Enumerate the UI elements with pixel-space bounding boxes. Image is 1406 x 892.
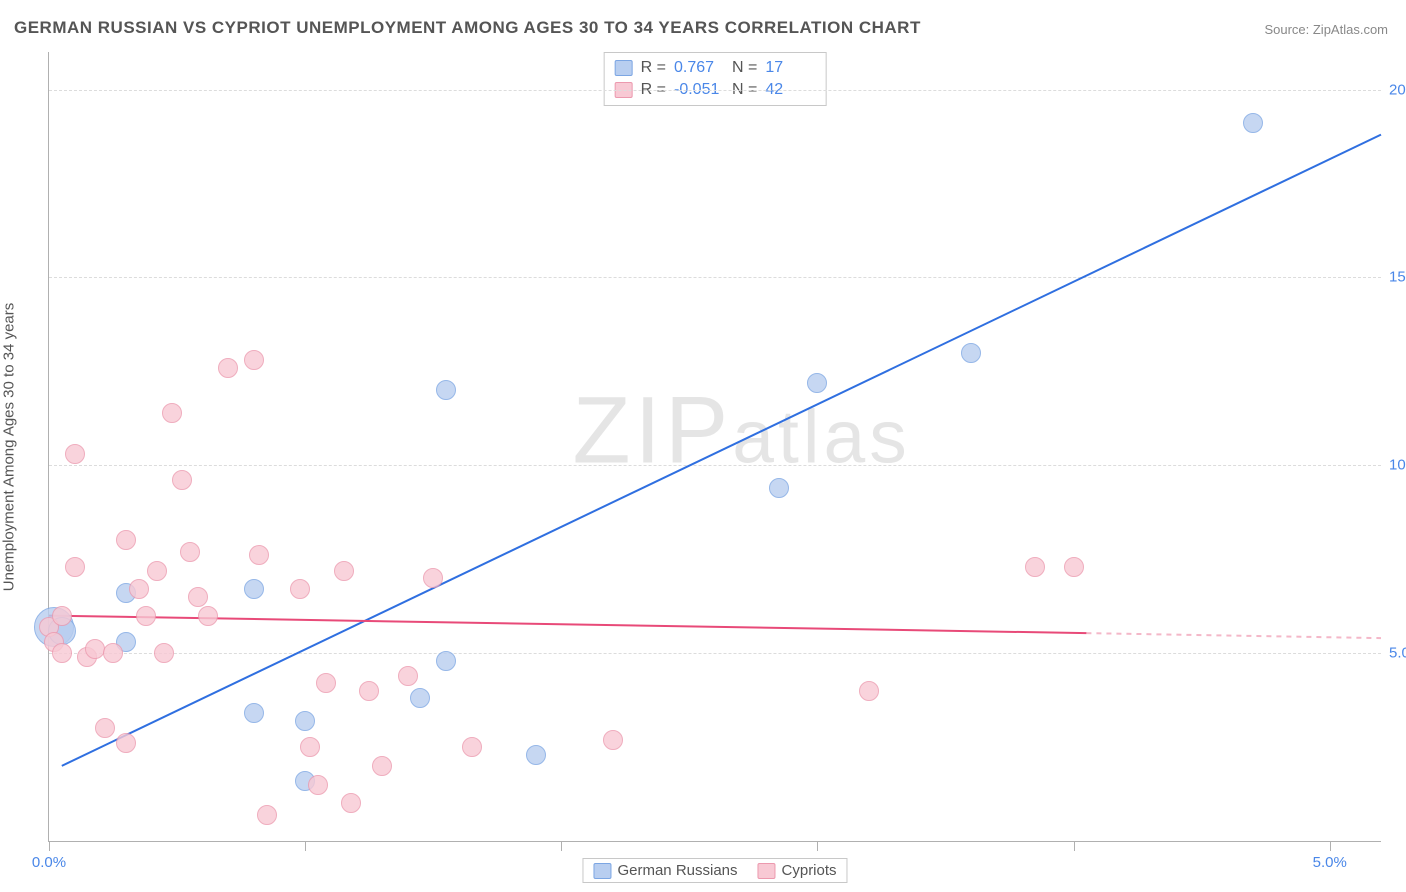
legend-swatch-icon [593,863,611,879]
data-point [423,568,443,588]
data-point [295,711,315,731]
stats-r-label: R = [641,57,666,79]
data-point [526,745,546,765]
data-point [147,561,167,581]
data-point [65,557,85,577]
stats-r-value: 0.767 [674,57,724,79]
legend-swatch-icon [758,863,776,879]
stats-n-label: N = [732,57,757,79]
data-point [188,587,208,607]
data-point [359,681,379,701]
x-tick-label: 0.0% [32,854,66,871]
data-point [769,478,789,498]
data-point [154,643,174,663]
stats-n-value: 17 [765,57,815,79]
data-point [172,470,192,490]
legend-item: Cypriots [758,862,837,879]
data-point [300,737,320,757]
stats-row: R = 0.767 N = 17 [615,57,816,79]
regression-lines [49,52,1381,841]
data-point [244,703,264,723]
gridline [49,90,1381,91]
data-point [410,688,430,708]
gridline [49,277,1381,278]
y-tick-label: 20.0% [1389,81,1406,98]
x-tick [561,841,562,851]
data-point [249,545,269,565]
legend-item: German Russians [593,862,737,879]
data-point [52,606,72,626]
source-attribution: Source: ZipAtlas.com [1264,22,1388,37]
legend-label: German Russians [617,862,737,879]
series-swatch-icon [615,60,633,76]
data-point [52,643,72,663]
data-point [859,681,879,701]
watermark: ZIPatlas [573,376,911,485]
chart-plot-area: Unemployment Among Ages 30 to 34 years Z… [48,52,1381,842]
y-tick-label: 15.0% [1389,269,1406,286]
data-point [1025,557,1045,577]
data-point [257,805,277,825]
x-tick [49,841,50,851]
data-point [180,542,200,562]
chart-title: GERMAN RUSSIAN VS CYPRIOT UNEMPLOYMENT A… [14,18,921,38]
x-tick [305,841,306,851]
y-tick-label: 5.0% [1389,645,1406,662]
data-point [316,673,336,693]
data-point [961,343,981,363]
gridline [49,653,1381,654]
data-point [372,756,392,776]
data-point [436,380,456,400]
data-point [95,718,115,738]
data-point [136,606,156,626]
data-point [198,606,218,626]
data-point [436,651,456,671]
data-point [603,730,623,750]
legend: German Russians Cypriots [582,858,847,883]
data-point [308,775,328,795]
data-point [129,579,149,599]
data-point [244,350,264,370]
data-point [244,579,264,599]
legend-label: Cypriots [782,862,837,879]
gridline [49,465,1381,466]
x-tick-label: 5.0% [1313,854,1347,871]
x-tick [1330,841,1331,851]
data-point [334,561,354,581]
correlation-stats-box: R = 0.767 N = 17 R = -0.051 N = 42 [604,52,827,106]
data-point [462,737,482,757]
data-point [103,643,123,663]
y-axis-label: Unemployment Among Ages 30 to 34 years [1,302,18,591]
data-point [1243,113,1263,133]
data-point [218,358,238,378]
data-point [807,373,827,393]
data-point [65,444,85,464]
data-point [341,793,361,813]
y-tick-label: 10.0% [1389,457,1406,474]
data-point [116,733,136,753]
data-point [162,403,182,423]
data-point [85,639,105,659]
data-point [398,666,418,686]
x-tick [1074,841,1075,851]
data-point [290,579,310,599]
data-point [1064,557,1084,577]
data-point [116,530,136,550]
x-tick [817,841,818,851]
